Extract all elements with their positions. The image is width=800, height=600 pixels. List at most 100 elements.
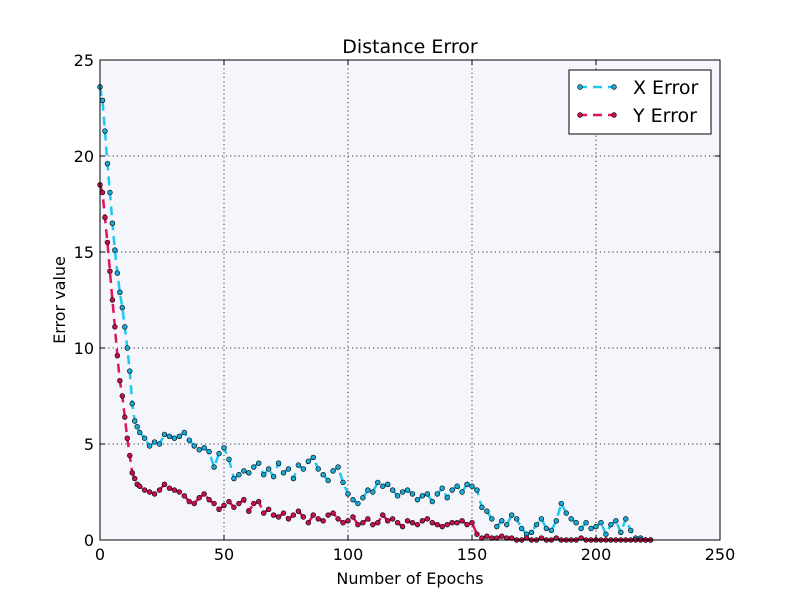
data-point-x-error (161, 431, 168, 438)
data-point-y-error (280, 510, 287, 516)
data-point-x-error (171, 435, 178, 441)
data-point-x-error (231, 475, 237, 482)
data-point-x-error (588, 525, 594, 532)
data-point-y-error (499, 533, 505, 539)
data-point-x-error (578, 525, 584, 532)
data-point-y-error (156, 487, 163, 493)
data-point-x-error (136, 429, 143, 436)
data-point-y-error (102, 214, 108, 221)
data-point-y-error (216, 506, 222, 512)
data-point-x-error (454, 483, 460, 489)
data-point-y-error (231, 504, 237, 511)
data-point-x-error (548, 527, 555, 534)
legend-label: X Error (633, 77, 699, 99)
data-point-y-error (151, 491, 158, 497)
data-point-y-error (136, 483, 143, 489)
data-point-x-error (216, 450, 222, 457)
data-point-y-error (320, 518, 326, 524)
data-point-y-error (424, 516, 431, 522)
data-point-y-error (141, 487, 148, 493)
data-point-x-error (623, 516, 629, 522)
data-point-x-error (151, 439, 158, 445)
data-point-y-error (196, 495, 202, 501)
data-point-x-error (384, 481, 391, 488)
data-point-x-error (518, 525, 525, 532)
data-point-y-error (186, 498, 192, 505)
data-point-x-error (330, 468, 336, 474)
data-point-x-error (618, 529, 624, 536)
data-point-y-error (439, 523, 445, 530)
data-point-x-error (340, 479, 346, 486)
data-point-y-error (419, 518, 426, 524)
y-tick-label: 0 (84, 531, 94, 550)
data-point-y-error (305, 520, 312, 526)
data-point-x-error (543, 525, 550, 532)
data-point-y-error (122, 414, 128, 420)
data-point-y-error (226, 498, 232, 505)
data-point-y-error (474, 531, 480, 537)
data-point-y-error (117, 377, 123, 384)
legend-box (568, 69, 712, 135)
data-point-y-error (409, 520, 416, 526)
data-point-x-error (489, 516, 495, 522)
data-point-x-error (211, 464, 217, 470)
data-point-y-error (166, 485, 173, 491)
data-point-x-error (355, 500, 361, 507)
data-point-x-error (628, 527, 634, 534)
legend-swatch-marker (577, 112, 583, 118)
data-point-y-error (132, 475, 138, 482)
data-point-y-error (221, 502, 227, 509)
data-point-x-error (474, 487, 480, 493)
data-point-y-error (191, 500, 197, 507)
data-point-x-error (558, 500, 564, 507)
data-point-y-error (350, 514, 356, 520)
data-point-x-error (226, 456, 232, 463)
data-point-y-error (394, 520, 401, 526)
y-tick-label: 5 (84, 435, 94, 454)
data-point-x-error (608, 521, 614, 528)
data-point-x-error (246, 470, 252, 476)
data-point-y-error (380, 512, 386, 518)
data-point-y-error (265, 506, 272, 512)
data-point-y-error (290, 512, 297, 518)
data-point-y-error (161, 481, 168, 488)
data-point-x-error (513, 516, 520, 522)
data-point-y-error (389, 516, 396, 522)
data-point-x-error (360, 495, 366, 501)
data-point-x-error (305, 458, 312, 464)
data-point-y-error (310, 512, 316, 518)
x-axis-label: Number of Epochs (336, 569, 483, 588)
data-point-x-error (141, 435, 148, 441)
data-point-x-error (241, 468, 247, 474)
data-point-x-error (439, 485, 445, 491)
x-tick-label: 0 (95, 545, 105, 564)
data-point-y-error (285, 516, 292, 522)
data-point-y-error (330, 510, 336, 516)
plot-frame (99, 59, 721, 541)
data-point-y-error (211, 500, 217, 507)
axis-ticks: 0 50 100 150 200 250 0 5 10 15 20 25 (74, 51, 736, 564)
legend: X Error Y Error (568, 69, 712, 135)
data-point-y-error (370, 521, 376, 528)
data-point-x-error (464, 481, 470, 488)
data-point-y-error (454, 520, 460, 526)
data-point-x-error (295, 462, 302, 468)
data-point-x-error (300, 466, 307, 472)
data-point-y-error (360, 520, 366, 526)
data-point-x-error (345, 491, 351, 497)
data-point-y-error (355, 521, 361, 528)
data-point-y-error (375, 520, 381, 526)
data-point-y-error (256, 498, 262, 505)
data-point-x-error (146, 443, 153, 449)
data-point-y-error (325, 512, 331, 518)
data-point-x-error (419, 493, 426, 499)
data-point-x-error (206, 448, 212, 455)
legend-item-y-error: Y Error (577, 105, 697, 127)
data-point-x-error (275, 460, 282, 466)
data-point-x-error (112, 247, 118, 253)
data-point-x-error (508, 512, 515, 518)
data-point-x-error (221, 445, 227, 451)
y-tick-label: 10 (74, 339, 94, 358)
data-point-y-error (129, 470, 135, 476)
data-point-y-error (335, 516, 341, 522)
